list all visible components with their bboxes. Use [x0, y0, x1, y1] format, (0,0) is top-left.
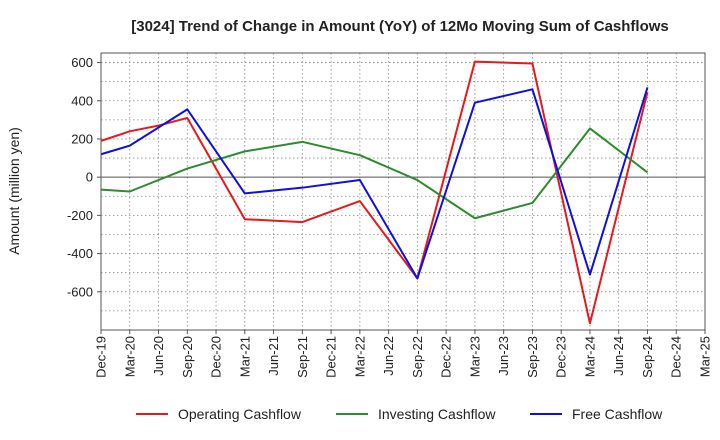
- chart-title: [3024] Trend of Change in Amount (YoY) o…: [131, 18, 669, 35]
- y-tick-label: -200: [67, 208, 93, 223]
- series-lines: [100, 60, 649, 325]
- x-tick-label: Sep-23: [525, 336, 540, 378]
- y-tick-label: 0: [86, 170, 93, 185]
- x-tick-label: Sep-21: [295, 336, 310, 378]
- legend-label-investing-cashflow: Investing Cashflow: [378, 406, 496, 422]
- x-tick-label: Dec-24: [669, 336, 684, 378]
- y-axis-label: Amount (million yen): [6, 127, 22, 255]
- y-tick-label: 600: [71, 55, 93, 70]
- grid: [101, 53, 705, 330]
- legend-label-free-cashflow: Free Cashflow: [572, 406, 663, 422]
- series-line-free-cashflow: [100, 87, 649, 280]
- x-tick-label: Dec-19: [94, 336, 109, 378]
- plot-frame: [100, 52, 706, 331]
- x-tick-label: Sep-24: [640, 336, 655, 378]
- x-tick-label: Mar-20: [122, 336, 137, 377]
- x-tick-label: Jun-21: [266, 336, 281, 376]
- x-tick-label: Jun-20: [151, 336, 166, 376]
- x-tick-label: Mar-21: [237, 336, 252, 377]
- y-tick-label: -600: [67, 284, 93, 299]
- x-tick-label: Dec-20: [209, 336, 224, 378]
- y-tick-label: 400: [71, 93, 93, 108]
- legend: Operating Cashflow Investing Cashflow Free…: [136, 406, 663, 422]
- x-tick-label: Mar-22: [352, 336, 367, 377]
- x-tick-label: Jun-24: [611, 336, 626, 376]
- x-tick-label: Dec-21: [324, 336, 339, 378]
- y-tick-label: -400: [67, 246, 93, 261]
- x-tick-label: Mar-24: [582, 336, 597, 377]
- x-tick-label: Jun-22: [381, 336, 396, 376]
- x-tick-label: Dec-23: [554, 336, 569, 378]
- x-tick-label: Sep-22: [410, 336, 425, 378]
- x-tick-label: Dec-22: [439, 336, 454, 378]
- x-tick-label: Mar-25: [698, 336, 713, 377]
- y-axis-ticks: 600 400 200 0 -200 -400 -600: [67, 55, 101, 299]
- x-tick-label: Jun-23: [496, 336, 511, 376]
- x-tick-label: Mar-23: [467, 336, 482, 377]
- legend-label-operating-cashflow: Operating Cashflow: [178, 406, 302, 422]
- series-line-operating-cashflow: [100, 60, 649, 325]
- x-tick-label: Sep-20: [180, 336, 195, 378]
- x-axis-ticks: Dec-19 Mar-20 Jun-20 Sep-20 Dec-20 Mar-21 Jun-…: [94, 330, 713, 378]
- y-tick-label: 200: [71, 131, 93, 146]
- series-line-investing-cashflow: [100, 127, 649, 220]
